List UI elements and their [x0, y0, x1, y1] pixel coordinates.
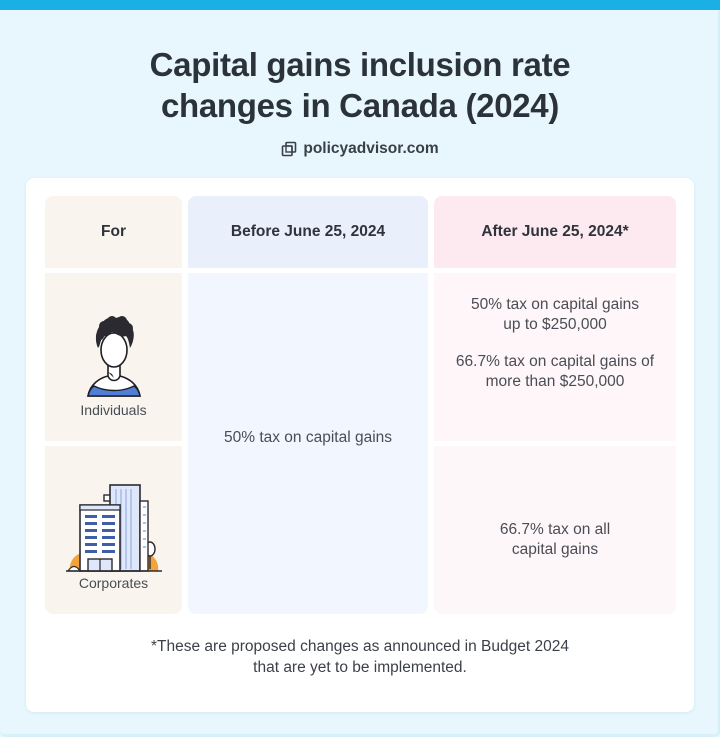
page-title: Capital gains inclusion rate changes in … [0, 44, 720, 126]
header-after: After June 25, 2024* [434, 196, 676, 268]
footnote-line-1: *These are proposed changes as announced… [151, 638, 569, 655]
copy-link-icon [282, 141, 297, 157]
entity-label-corporates: Corporates [78, 575, 149, 591]
person-icon [86, 316, 141, 397]
after-cell-corporates: 66.7% tax on all capital gains [434, 446, 676, 614]
after-individuals-para-2: 66.7% tax on capital gains of more than … [455, 353, 655, 390]
title-line-2: changes in Canada (2024) [160, 87, 560, 124]
source-credit: policyadvisor.com [0, 140, 720, 158]
after-individuals-para-1: 50% tax on capital gains up to $250,000 [470, 296, 640, 333]
after-cell-individuals: 50% tax on capital gains up to $250,000 … [434, 273, 676, 441]
footnote-line-2: that are yet to be implemented. [253, 659, 467, 676]
entity-label-individuals: Individuals [80, 402, 147, 418]
title-line-1: Capital gains inclusion rate [149, 46, 571, 83]
header-for-label: For [101, 223, 126, 240]
before-rate-text: 50% tax on capital gains [223, 428, 393, 446]
row-individuals-entity: Individuals [45, 273, 182, 441]
header-after-label: After June 25, 2024* [481, 223, 629, 240]
source-text: policyadvisor.com [303, 140, 439, 157]
header-before: Before June 25, 2024 [188, 196, 428, 268]
accent-bar [0, 0, 720, 10]
after-corporates-text: 66.7% tax on all capital gains [499, 521, 611, 558]
before-cell-merged: 50% tax on capital gains [188, 273, 428, 614]
row-corporates-entity: Corporates [45, 446, 182, 614]
footnote: *These are proposed changes as announced… [0, 636, 720, 678]
header-for: For [45, 196, 182, 268]
office-building-icon [65, 484, 162, 572]
header-before-label: Before June 25, 2024 [230, 223, 386, 240]
